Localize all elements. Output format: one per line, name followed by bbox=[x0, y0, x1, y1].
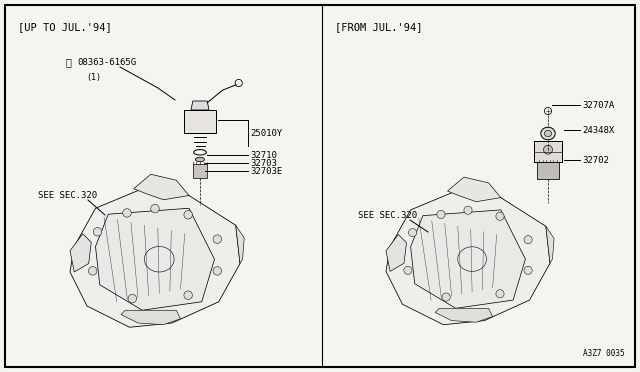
Polygon shape bbox=[70, 187, 240, 327]
Polygon shape bbox=[70, 234, 92, 272]
Polygon shape bbox=[134, 174, 189, 200]
Circle shape bbox=[543, 145, 552, 154]
Text: (1): (1) bbox=[86, 73, 101, 82]
Circle shape bbox=[213, 267, 221, 275]
Polygon shape bbox=[435, 308, 493, 322]
Text: 32703: 32703 bbox=[250, 158, 277, 167]
Text: 08363-6165G: 08363-6165G bbox=[77, 58, 136, 67]
Circle shape bbox=[442, 293, 450, 301]
Circle shape bbox=[408, 228, 417, 237]
Circle shape bbox=[404, 266, 412, 275]
Circle shape bbox=[88, 267, 97, 275]
Polygon shape bbox=[537, 162, 559, 179]
Ellipse shape bbox=[541, 127, 556, 140]
Circle shape bbox=[213, 235, 221, 243]
Text: 25010Y: 25010Y bbox=[250, 128, 282, 138]
Polygon shape bbox=[121, 310, 180, 325]
Text: 32710: 32710 bbox=[250, 151, 277, 160]
Circle shape bbox=[524, 266, 532, 275]
Polygon shape bbox=[193, 164, 207, 177]
Circle shape bbox=[128, 294, 136, 303]
Circle shape bbox=[123, 209, 131, 217]
Ellipse shape bbox=[195, 157, 205, 162]
Polygon shape bbox=[534, 141, 563, 162]
Circle shape bbox=[93, 228, 102, 236]
Text: 24348X: 24348X bbox=[582, 125, 614, 135]
Polygon shape bbox=[546, 226, 554, 263]
Text: 32702: 32702 bbox=[582, 155, 609, 164]
Text: [FROM JUL.'94]: [FROM JUL.'94] bbox=[335, 22, 422, 32]
Ellipse shape bbox=[545, 130, 552, 137]
Polygon shape bbox=[386, 234, 406, 272]
Text: 32703E: 32703E bbox=[250, 167, 282, 176]
Polygon shape bbox=[236, 225, 244, 263]
Text: A3Z7 0035: A3Z7 0035 bbox=[584, 349, 625, 358]
Polygon shape bbox=[386, 189, 550, 325]
Polygon shape bbox=[191, 101, 209, 110]
Text: [UP TO JUL.'94]: [UP TO JUL.'94] bbox=[18, 22, 112, 32]
Text: Ⓢ: Ⓢ bbox=[65, 57, 71, 67]
Text: SEE SEC.320: SEE SEC.320 bbox=[38, 190, 97, 199]
Polygon shape bbox=[411, 210, 525, 308]
Polygon shape bbox=[184, 110, 216, 132]
Text: 32707A: 32707A bbox=[582, 100, 614, 109]
Circle shape bbox=[151, 204, 159, 213]
Circle shape bbox=[524, 235, 532, 244]
Polygon shape bbox=[447, 177, 501, 202]
Text: SEE SEC.320: SEE SEC.320 bbox=[358, 211, 417, 219]
Circle shape bbox=[496, 290, 504, 298]
Circle shape bbox=[464, 206, 472, 214]
Circle shape bbox=[184, 211, 193, 219]
Circle shape bbox=[437, 210, 445, 218]
Circle shape bbox=[184, 291, 193, 299]
Polygon shape bbox=[95, 208, 214, 310]
Circle shape bbox=[496, 212, 504, 220]
